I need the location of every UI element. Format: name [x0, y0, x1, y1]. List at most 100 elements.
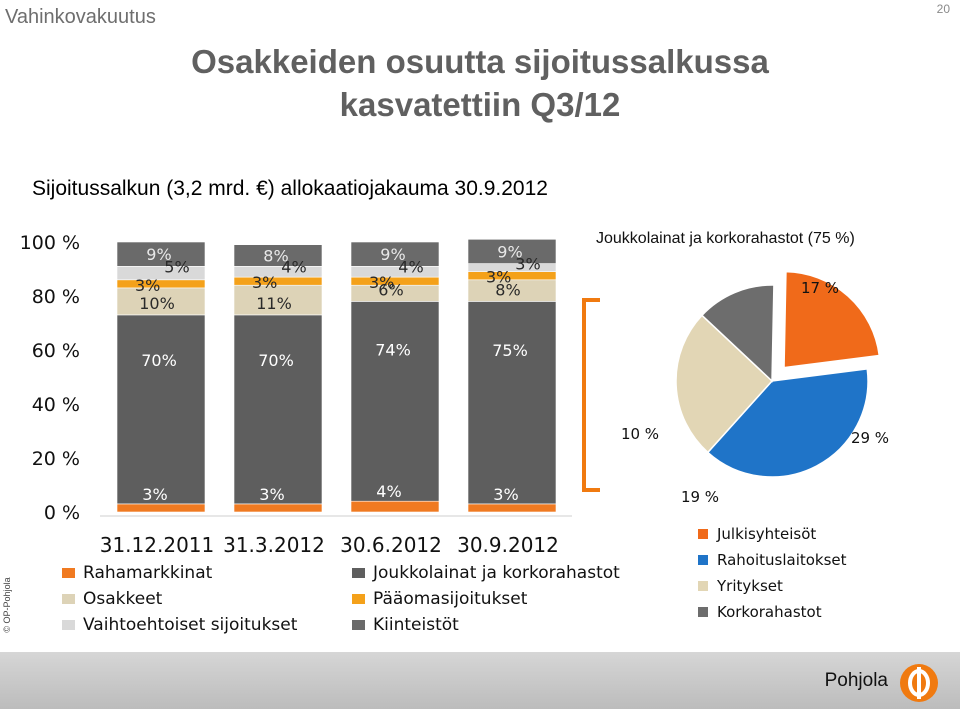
data-label: 3% [135, 276, 160, 295]
data-label: 11% [256, 294, 292, 313]
bar-segment [116, 287, 206, 316]
data-label: 70% [258, 351, 294, 370]
bar-segment [233, 314, 323, 505]
y-tick-label: 100 % [20, 232, 80, 254]
data-label: 74% [375, 340, 411, 359]
data-label: 10% [139, 294, 175, 313]
data-label: 9% [497, 242, 522, 261]
pie-legend: Julkisyhteisöt Rahoituslaitokset Yritykset… [698, 521, 898, 625]
pie-legend-swatch [698, 555, 708, 565]
legend-item: Vaihtoehtoiset sijoitukset [62, 612, 352, 638]
pie-slices-group [675, 270, 881, 478]
bar-segment [350, 301, 440, 502]
bar-segment [467, 238, 557, 264]
legend-label: Osakkeet [83, 589, 163, 609]
pie-data-label: 17 % [801, 279, 839, 297]
bar-segment [467, 503, 557, 513]
slide-title: Osakkeiden osuutta sijoitussalkussa kasv… [0, 40, 960, 126]
data-label: 3% [142, 485, 167, 504]
bar-segment [233, 503, 323, 513]
data-label: 4% [398, 257, 423, 276]
legend-item: Joukkolainat ja korkorahastot [352, 560, 642, 586]
y-tick-label: 80 % [32, 286, 80, 308]
legend-swatch [352, 568, 365, 578]
data-label: 8% [263, 247, 288, 266]
y-tick-label: 20 % [32, 448, 80, 470]
pie-legend-swatch [698, 581, 708, 591]
data-label: 9% [380, 245, 405, 264]
bar-segment [233, 244, 323, 267]
y-tick-label: 60 % [32, 340, 80, 362]
legend-item: Osakkeet [62, 586, 352, 612]
x-tick-label: 30.9.2012 [457, 533, 559, 555]
legend-item: Pääomasijoitukset [352, 586, 642, 612]
pie-legend-item: Korkorahastot [698, 599, 898, 625]
pie-legend-label: Yritykset [717, 577, 783, 595]
data-label: 3% [369, 273, 394, 292]
data-label: 3% [252, 273, 277, 292]
bars-group: 3%70%10%3%5%9%3%70%11%3%4%8%4%74%6%3%4%9… [116, 238, 557, 513]
bar-segment [467, 263, 557, 272]
footer-bar [0, 652, 960, 709]
data-label: 6% [378, 280, 403, 299]
pie-legend-item: Yritykset [698, 573, 898, 599]
bracket-orange [582, 298, 600, 492]
bar-segment [350, 241, 440, 267]
page-number: 20 [936, 2, 950, 16]
pie-slice [706, 368, 869, 478]
section-label: Vahinkovakuutus [5, 6, 156, 28]
legend-item: Kiinteistöt [352, 612, 642, 638]
pie-labels-group: 17 % 29 % 19 % 10 % [621, 279, 889, 506]
legend-swatch [62, 620, 75, 630]
copyright: © OP-Pohjola [2, 577, 12, 633]
pie-data-label: 10 % [621, 425, 659, 443]
bar-segment [467, 301, 557, 505]
pie-legend-label: Korkorahastot [717, 603, 822, 621]
data-label: 9% [146, 245, 171, 264]
bar-segment [116, 241, 206, 267]
bar-segment [116, 314, 206, 505]
slide-title-line-2: kasvatettiin Q3/12 [339, 86, 621, 123]
x-tick-label: 31.3.2012 [223, 533, 325, 555]
pie-data-label: 29 % [851, 429, 889, 447]
pie-data-label: 19 % [681, 488, 719, 506]
pie-legend-swatch [698, 529, 708, 539]
data-label: 8% [495, 280, 520, 299]
pie-slice [783, 270, 881, 369]
data-label: 3% [486, 268, 511, 287]
legend-label: Joukkolainat ja korkorahastot [373, 563, 620, 583]
data-label: 3% [259, 485, 284, 504]
pie-legend-label: Rahoituslaitokset [717, 551, 847, 569]
bar-segment [116, 279, 206, 289]
pie-slice [675, 314, 774, 454]
legend-label: Rahamarkkinat [83, 563, 213, 583]
bar-segment [233, 284, 323, 316]
pie-chart: Joukkolainat ja korkorahastot (75 %) 17 … [596, 230, 889, 506]
bar-segment [233, 276, 323, 286]
x-tick-label: 31.12.2011 [100, 533, 215, 555]
y-tick-label: 40 % [32, 394, 80, 416]
slide-subtitle: Sijoitussalkun (3,2 mrd. €) allokaatioja… [32, 177, 548, 200]
legend-label: Pääomasijoitukset [373, 589, 528, 609]
pie-legend-item: Julkisyhteisöt [698, 521, 898, 547]
pie-legend-item: Rahoituslaitokset [698, 547, 898, 573]
legend-label: Kiinteistöt [373, 615, 459, 635]
legend-swatch [352, 594, 365, 604]
brand-name: Pohjola [824, 670, 888, 691]
legend-swatch [352, 620, 365, 630]
pohjola-logo-icon [900, 664, 938, 702]
data-label: 3% [493, 485, 518, 504]
pie-legend-label: Julkisyhteisöt [717, 525, 817, 543]
legend-item: Rahamarkkinat [62, 560, 352, 586]
data-label: 4% [376, 482, 401, 501]
y-tick-label: 0 % [44, 502, 80, 524]
bar-segment [116, 503, 206, 513]
legend-swatch [62, 594, 75, 604]
x-axis: 31.12.2011 31.3.2012 30.6.2012 30.9.2012 [100, 533, 559, 555]
pie-slice [700, 284, 775, 383]
x-tick-label: 30.6.2012 [340, 533, 442, 555]
bar-segment [350, 500, 440, 513]
slide-title-line-1: Osakkeiden osuutta sijoitussalkussa [191, 43, 769, 80]
y-axis: 0 % 20 % 40 % 60 % 80 % 100 % [20, 232, 572, 524]
bar-segment [233, 265, 323, 278]
